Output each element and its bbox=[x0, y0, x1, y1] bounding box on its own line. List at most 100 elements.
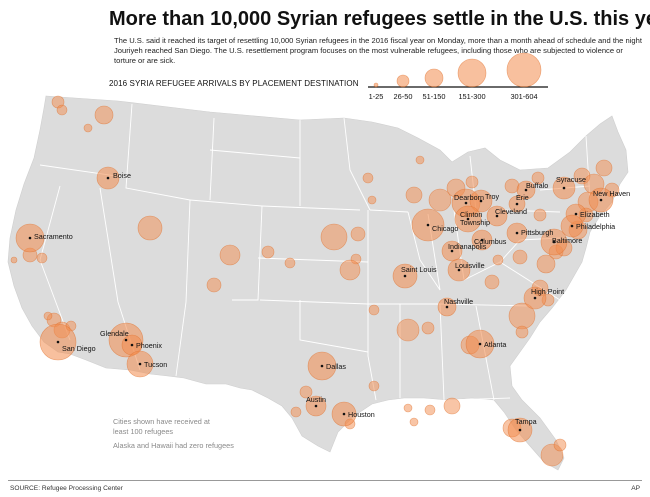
city-dot bbox=[138, 362, 142, 366]
legend-bubble bbox=[424, 68, 444, 88]
refugee-bubble bbox=[206, 277, 222, 293]
city-label: Austin bbox=[306, 395, 326, 404]
refugee-bubble bbox=[10, 256, 18, 264]
legend-bubble bbox=[506, 52, 542, 88]
city-dot bbox=[599, 198, 603, 202]
refugee-bubble bbox=[367, 195, 377, 205]
refugee-bubble bbox=[415, 155, 425, 165]
legend-label: 51-150 bbox=[422, 92, 445, 101]
city-dot bbox=[450, 249, 454, 253]
refugee-bubble bbox=[396, 318, 420, 342]
city-dot bbox=[478, 342, 482, 346]
legend-marks: 1-25 26-50 51-150 151-300 301-604 bbox=[368, 52, 548, 101]
refugee-bubble bbox=[320, 223, 348, 251]
city-dot bbox=[130, 343, 134, 347]
city-label: Boise bbox=[113, 171, 131, 180]
city-dot bbox=[445, 305, 449, 309]
refugee-bubble bbox=[94, 105, 114, 125]
city-label: Dearborn bbox=[454, 193, 484, 202]
city-label: Buffalo bbox=[526, 181, 549, 190]
city-label: Baltimore bbox=[552, 236, 583, 245]
city-label: Louisville bbox=[455, 261, 485, 270]
refugee-bubble bbox=[362, 172, 374, 184]
refugee-bubble bbox=[409, 417, 419, 427]
refugee-bubble bbox=[405, 186, 423, 204]
city-label: Houston bbox=[348, 410, 375, 419]
city-label: Elizabeth bbox=[580, 210, 610, 219]
city-label: Syracuse bbox=[556, 175, 586, 184]
refugee-bubble bbox=[368, 380, 380, 392]
refugee-bubble bbox=[465, 175, 479, 189]
city-label: High Point bbox=[531, 287, 565, 296]
refugee-bubble bbox=[536, 254, 556, 274]
city-dot bbox=[124, 338, 128, 342]
city-label: Tucson bbox=[144, 360, 168, 369]
city-dot bbox=[464, 201, 468, 205]
refugee-bubble bbox=[299, 385, 313, 399]
footer-rule bbox=[8, 480, 642, 481]
refugee-bubble bbox=[368, 304, 380, 316]
city-label: Cleveland bbox=[495, 207, 527, 216]
refugee-bubble bbox=[137, 215, 163, 241]
city-dot bbox=[403, 274, 407, 278]
headline: More than 10,000 Syrian refugees settle … bbox=[109, 8, 650, 30]
refugee-bubble bbox=[56, 104, 68, 116]
refugee-bubble bbox=[443, 397, 461, 415]
source-note: SOURCE: Refugee Processing Center bbox=[10, 485, 123, 492]
cities-note: Cities shown have received at least 100 … bbox=[113, 417, 210, 436]
refugee-bubble bbox=[43, 311, 53, 321]
city-label: Dallas bbox=[326, 362, 346, 371]
city-label: Clinton Township bbox=[460, 210, 490, 227]
refugee-bubble bbox=[403, 403, 413, 413]
refugee-bubble bbox=[531, 171, 545, 185]
city-dot bbox=[28, 236, 32, 240]
city-dot bbox=[574, 212, 578, 216]
refugee-bubble bbox=[492, 254, 504, 266]
city-label: Indianapolis bbox=[448, 242, 487, 251]
city-label: Glendale bbox=[100, 329, 129, 338]
city-dot bbox=[562, 186, 566, 190]
city-label: Saint Louis bbox=[401, 265, 437, 274]
city-label: Columbus bbox=[474, 237, 507, 246]
city-dot bbox=[552, 240, 556, 244]
city-label: Erie bbox=[516, 193, 529, 202]
city-dot bbox=[314, 404, 318, 408]
city-label: Pittsburgh bbox=[521, 228, 554, 237]
city-dot bbox=[426, 223, 430, 227]
legend-bubble bbox=[373, 82, 379, 88]
city-dot bbox=[320, 364, 324, 368]
refugee-bubble bbox=[36, 252, 48, 264]
city-dot bbox=[515, 202, 519, 206]
refugee-bubble bbox=[421, 321, 435, 335]
us-land bbox=[7, 95, 629, 471]
city-dot bbox=[524, 188, 528, 192]
legend-label: 301-604 bbox=[510, 92, 537, 101]
refugee-bubble bbox=[339, 259, 361, 281]
city-dot bbox=[457, 268, 461, 272]
city-dot bbox=[495, 214, 499, 218]
legend-label: 1-25 bbox=[369, 92, 384, 101]
refugee-bubble bbox=[512, 249, 528, 265]
city-label: Philadelphia bbox=[576, 222, 616, 231]
city-label: Chicago bbox=[432, 224, 459, 233]
city-dot bbox=[515, 231, 519, 235]
city-label: Sacramento bbox=[34, 232, 73, 241]
refugee-bubble bbox=[83, 123, 93, 133]
city-dot bbox=[56, 340, 60, 344]
refugee-bubble bbox=[533, 208, 547, 222]
city-label: New Haven bbox=[593, 189, 631, 198]
legend-bubble bbox=[396, 74, 410, 88]
refugee-bubble bbox=[553, 438, 567, 452]
refugee-bubble bbox=[484, 274, 500, 290]
refugee-bubble bbox=[350, 226, 366, 242]
refugee-bubble bbox=[290, 406, 302, 418]
city-dot bbox=[480, 238, 484, 242]
refugee-bubble bbox=[261, 245, 275, 259]
city-label: Nashville bbox=[444, 297, 474, 306]
city-label: Troy bbox=[485, 192, 500, 201]
refugee-bubble bbox=[424, 404, 436, 416]
refugee-bubble bbox=[595, 159, 613, 177]
city-label: Tampa bbox=[515, 417, 537, 426]
credit: AP bbox=[631, 485, 640, 492]
